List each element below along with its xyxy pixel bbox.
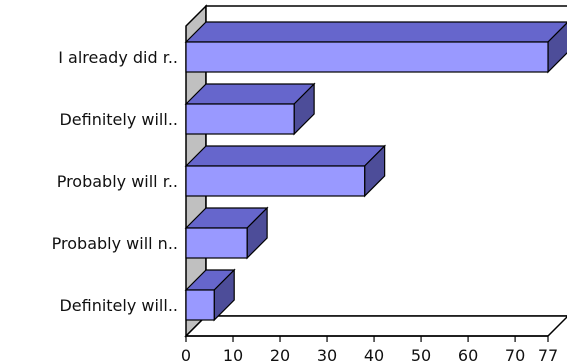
category-label: Definitely will.. (59, 296, 178, 315)
category-label: I already did r.. (58, 48, 178, 67)
category-label: Definitely will.. (59, 110, 178, 129)
bar-front-face (185, 289, 215, 321)
bar-front-face (185, 227, 248, 259)
bar-top-face (184, 83, 316, 105)
bar (184, 268, 236, 322)
bar (184, 21, 567, 74)
tick-label: 30 (317, 346, 337, 364)
tick-label: 10 (223, 346, 243, 364)
tick-label: 20 (270, 346, 290, 364)
bar (184, 206, 269, 260)
tick-label: 77 (538, 346, 558, 364)
floor (184, 315, 567, 337)
tick-label: 0 (181, 346, 191, 364)
bar (184, 144, 387, 198)
bar-top-face (184, 145, 387, 167)
tick-label: 40 (364, 346, 384, 364)
tick-label: 50 (411, 346, 431, 364)
category-labels: I already did r.. Definitely will.. Probab… (52, 48, 178, 315)
tick-label: 60 (458, 346, 478, 364)
bar-top-face (184, 21, 567, 43)
bar-front-face (185, 41, 549, 73)
bar-front-face (185, 165, 366, 197)
bar-series (184, 21, 567, 322)
category-label: Probably will r.. (57, 172, 178, 191)
bar-front-face (185, 103, 295, 135)
tick-label: 70 (505, 346, 525, 364)
category-label: Probably will n.. (52, 234, 178, 253)
x-axis-ticks: 0 10 20 30 40 50 60 70 77 (181, 335, 558, 364)
bar (184, 82, 316, 136)
